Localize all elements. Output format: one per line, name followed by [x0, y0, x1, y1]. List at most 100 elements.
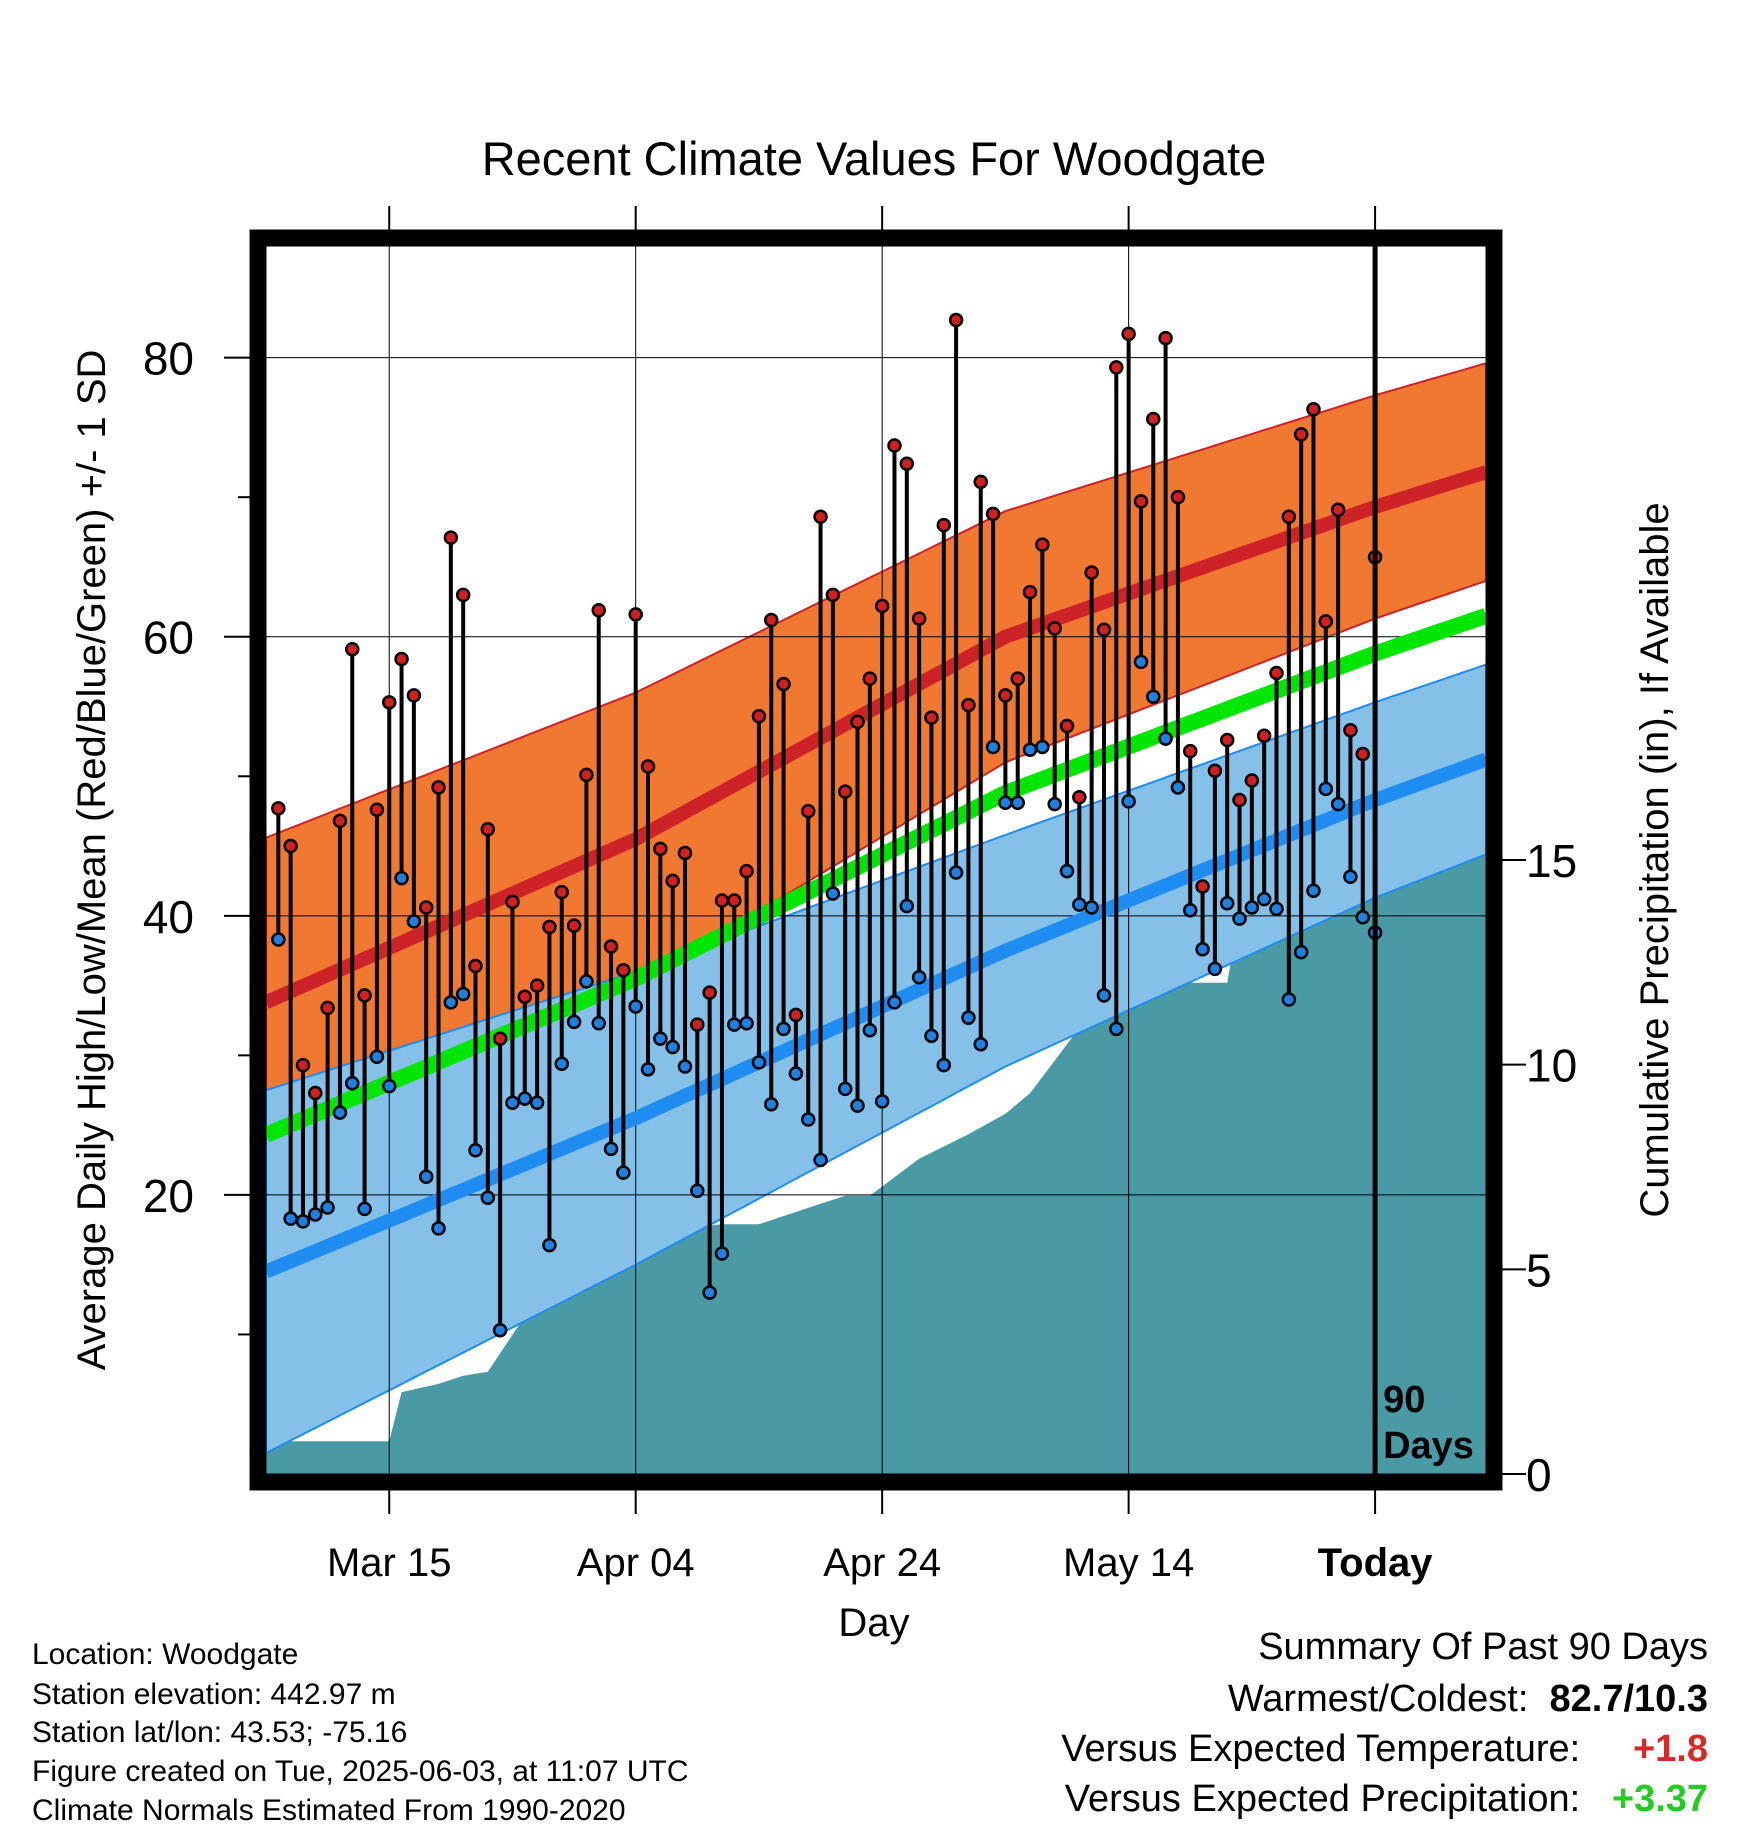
low-point [517, 1091, 533, 1106]
high-point [394, 651, 409, 667]
x-axis-label: Day [838, 1601, 909, 1645]
x-tick-label: Mar 15 [327, 1541, 452, 1585]
high-point [1355, 746, 1371, 762]
high-point [911, 611, 927, 626]
summary-temp-value: +1.8 [1632, 1728, 1708, 1770]
low-point [1084, 900, 1099, 915]
today-label: 90 [1383, 1379, 1425, 1421]
low-point [1219, 896, 1235, 911]
low-point [492, 1323, 508, 1338]
high-point [1158, 330, 1173, 346]
high-point [924, 710, 939, 725]
high-point [616, 962, 631, 978]
low-point [1318, 781, 1334, 797]
high-point [1109, 360, 1124, 375]
high-point [1121, 326, 1136, 342]
y2-tick-label: 10 [1526, 1040, 1577, 1092]
y-tick-label: 60 [143, 612, 194, 664]
footer-elevation: Station elevation: 442.97 m [32, 1678, 396, 1711]
low-point [431, 1221, 446, 1236]
high-point [308, 1085, 323, 1101]
high-point [640, 759, 656, 774]
low-point [1244, 900, 1260, 915]
high-normal-line [266, 465, 1486, 1009]
low-point [1281, 992, 1297, 1007]
y-tick-label: 40 [143, 891, 194, 943]
summary-precipitation: Versus Expected Precipitation: +3.37 [1065, 1780, 1708, 1818]
low-point [640, 1062, 656, 1077]
low-point [1330, 796, 1346, 812]
low-point [406, 914, 422, 929]
high-point [1059, 718, 1075, 734]
high-point [948, 312, 964, 328]
low-point [1059, 863, 1075, 879]
x-tick-label: Today [1318, 1541, 1434, 1585]
high-point [1022, 584, 1038, 600]
low-point [899, 898, 915, 914]
normal-lines [266, 465, 1486, 1279]
low-point [948, 865, 964, 880]
high-point [825, 587, 841, 603]
x-tick-label: May 14 [1063, 1541, 1194, 1585]
high-point [1146, 411, 1161, 427]
summary-precip-label: Versus Expected Precipitation: [1064, 1778, 1581, 1820]
summary-title-text: Summary Of Past 90 Days [1258, 1626, 1708, 1668]
axes: 20 40 60 80 0 5 10 15 Mar 15 Apr 04 Apr 24 May 14 To… [143, 206, 1577, 1585]
summary-temp-label: Versus Expected Temperature: [1061, 1728, 1581, 1770]
low-point [677, 1059, 693, 1074]
low-point [714, 1246, 730, 1261]
low-point [825, 886, 841, 901]
low-point [357, 1201, 372, 1217]
high-point [1244, 773, 1260, 788]
low-point [443, 995, 459, 1010]
low-point [1035, 739, 1050, 755]
high-point [295, 1057, 311, 1073]
low-point [1293, 944, 1309, 960]
low-point [862, 1022, 878, 1038]
high-point [1072, 789, 1087, 805]
low-point [1256, 891, 1272, 907]
low-point [480, 1190, 496, 1205]
low-point [1343, 869, 1358, 884]
high-point [1133, 494, 1149, 509]
footer-latlon: Station lat/lon: 43.53; -75.16 [32, 1716, 408, 1749]
high-point [1269, 665, 1284, 681]
low-point [751, 1055, 767, 1070]
high-point [714, 893, 730, 908]
low-point [1269, 901, 1284, 917]
x-tick-label: Apr 24 [823, 1541, 941, 1585]
low-point [394, 870, 409, 886]
high-point [505, 894, 520, 910]
high-point [1293, 427, 1309, 442]
low-point [1072, 897, 1087, 912]
low-point [1022, 742, 1038, 758]
low-point [776, 1021, 791, 1037]
grid-lines [266, 246, 1486, 1474]
mean-normal-line [266, 608, 1486, 1143]
high-point [998, 688, 1013, 703]
high-point [455, 587, 471, 603]
high-point [961, 697, 976, 713]
chart-title: Recent Climate Values For Woodgate [482, 132, 1267, 185]
low-point [591, 1016, 606, 1031]
high-point [1170, 489, 1186, 505]
low-point [468, 1143, 483, 1158]
low-point [973, 1036, 988, 1052]
high-point [727, 893, 742, 908]
high-point [357, 988, 372, 1003]
high-point [1343, 722, 1358, 738]
precip-area [266, 847, 1486, 1474]
summary-title: Summary Of Past 90 Days [1258, 1628, 1708, 1666]
high-point [1318, 614, 1334, 629]
high-point [381, 695, 397, 710]
y-tick-label: 20 [143, 1170, 194, 1222]
high-point [764, 612, 779, 628]
high-point [1306, 402, 1321, 417]
low-point [800, 1112, 816, 1127]
low-point [924, 1028, 939, 1044]
high-point [1232, 792, 1247, 808]
low-point [455, 986, 471, 1002]
low-point [1109, 1021, 1124, 1037]
high-point [517, 989, 533, 1005]
